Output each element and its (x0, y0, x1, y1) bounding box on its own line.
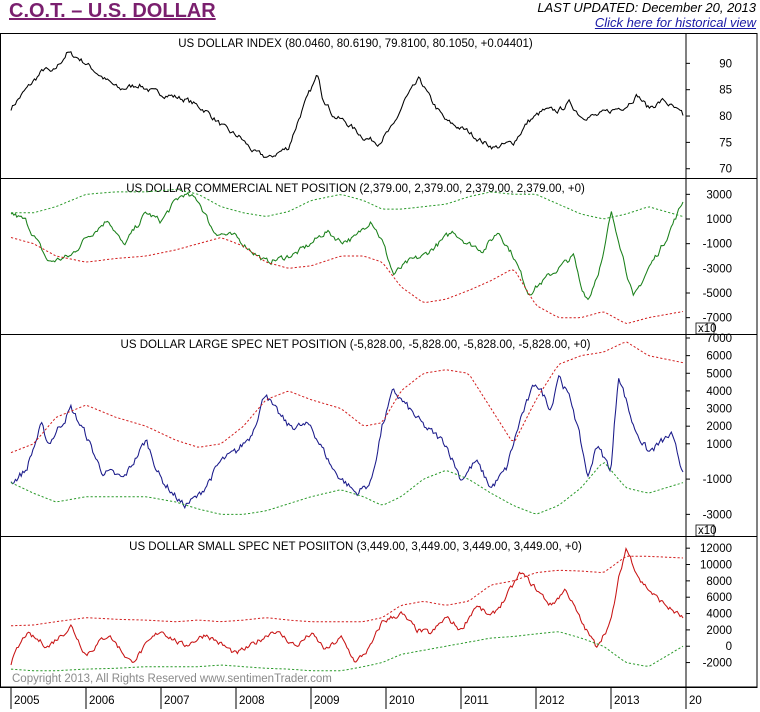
scale-label: x10 (698, 525, 717, 537)
y-tick-label: 1000 (706, 214, 732, 226)
series-line (10, 192, 684, 301)
y-tick-label: 90 (719, 58, 732, 70)
y-tick-label: -5000 (703, 288, 732, 300)
y-tick-label: 10000 (700, 560, 732, 572)
panel-frame (0, 334, 758, 537)
x-tick-label: 2006 (89, 695, 115, 707)
band-line (11, 188, 684, 220)
x-tick-label: 2010 (389, 695, 415, 707)
band-line (10, 555, 684, 627)
y-tick-label: 6000 (706, 351, 732, 363)
y-tick-label: -1000 (703, 239, 732, 251)
y-tick-label: -7000 (703, 313, 732, 325)
panel-1: US DOLLAR INDEX (80.0460, 80.6190, 79.81… (0, 33, 758, 179)
y-tick-label: 6000 (706, 592, 732, 604)
y-tick-label: 80 (719, 111, 732, 123)
panel-frame (0, 536, 758, 688)
x-tick-label: 2012 (539, 695, 565, 707)
x-tick-label: 2007 (164, 695, 190, 707)
y-tick-label: 5000 (706, 368, 732, 380)
panel-title: US DOLLAR INDEX (80.0460, 80.6190, 79.81… (178, 38, 533, 50)
panel-title: US DOLLAR LARGE SPEC NET POSITION (-5,82… (121, 339, 591, 351)
band-line (10, 462, 684, 515)
y-tick-label: 2000 (706, 625, 732, 637)
y-tick-label: -1000 (703, 474, 732, 486)
x-tick-label: 20 (689, 695, 702, 707)
y-tick-label: 0 (726, 641, 732, 653)
y-tick-label: 1000 (706, 439, 732, 451)
band-line (10, 237, 684, 325)
band-line (10, 631, 684, 672)
x-tick-label: 2008 (239, 695, 265, 707)
x-tick-label: 2005 (14, 695, 40, 707)
x-axis: 2005 2006 2007 2008 2009 2010 2011 2012 2013 20 (0, 686, 757, 709)
last-updated-label: LAST UPDATED: December 20, 2013 (537, 0, 756, 15)
series-line (10, 51, 684, 158)
y-tick-label: 4000 (706, 386, 732, 398)
panel-frame (0, 178, 758, 335)
panel-4: US DOLLAR SMALL SPEC NET POSIITON (3,449… (0, 536, 758, 688)
panel-3: US DOLLAR LARGE SPEC NET POSITION (-5,82… (0, 333, 758, 537)
y-tick-label: 12000 (700, 543, 732, 555)
y-tick-label: 85 (719, 85, 732, 97)
panel-title: US DOLLAR SMALL SPEC NET POSIITON (3,449… (129, 541, 582, 553)
x-tick-label: 2011 (464, 695, 489, 707)
panel-2: US DOLLAR COMMERCIAL NET POSITION (2,379… (0, 178, 758, 335)
x-tick-label: 2009 (314, 695, 340, 707)
y-tick-label: -2000 (703, 658, 732, 670)
y-tick-label: 8000 (706, 576, 732, 588)
historical-view-link[interactable]: Click here for historical view (594, 15, 756, 30)
series-line (10, 547, 684, 666)
y-tick-label: 4000 (706, 609, 732, 621)
y-tick-label: 7000 (706, 333, 732, 345)
y-tick-label: 70 (719, 164, 732, 176)
panel-frame (0, 33, 758, 179)
y-tick-label: -3000 (703, 509, 732, 521)
page-title: C.O.T. – U.S. DOLLAR (9, 0, 216, 22)
chart-panels: US DOLLAR INDEX (80.0460, 80.6190, 79.81… (0, 33, 758, 688)
y-tick-label: 75 (719, 137, 732, 149)
scale-label: x10 (698, 323, 717, 335)
copyright-text: Copyright 2013, All Rights Reserved www.… (12, 673, 332, 685)
panel-title: US DOLLAR COMMERCIAL NET POSITION (2,379… (126, 183, 585, 195)
y-tick-label: 3000 (706, 404, 732, 416)
y-tick-label: 2000 (706, 421, 732, 433)
band-line (10, 341, 684, 454)
y-tick-label: -3000 (703, 263, 732, 275)
y-tick-label: 3000 (706, 189, 732, 201)
x-tick-label: 2013 (614, 695, 640, 707)
series-line (10, 374, 684, 510)
